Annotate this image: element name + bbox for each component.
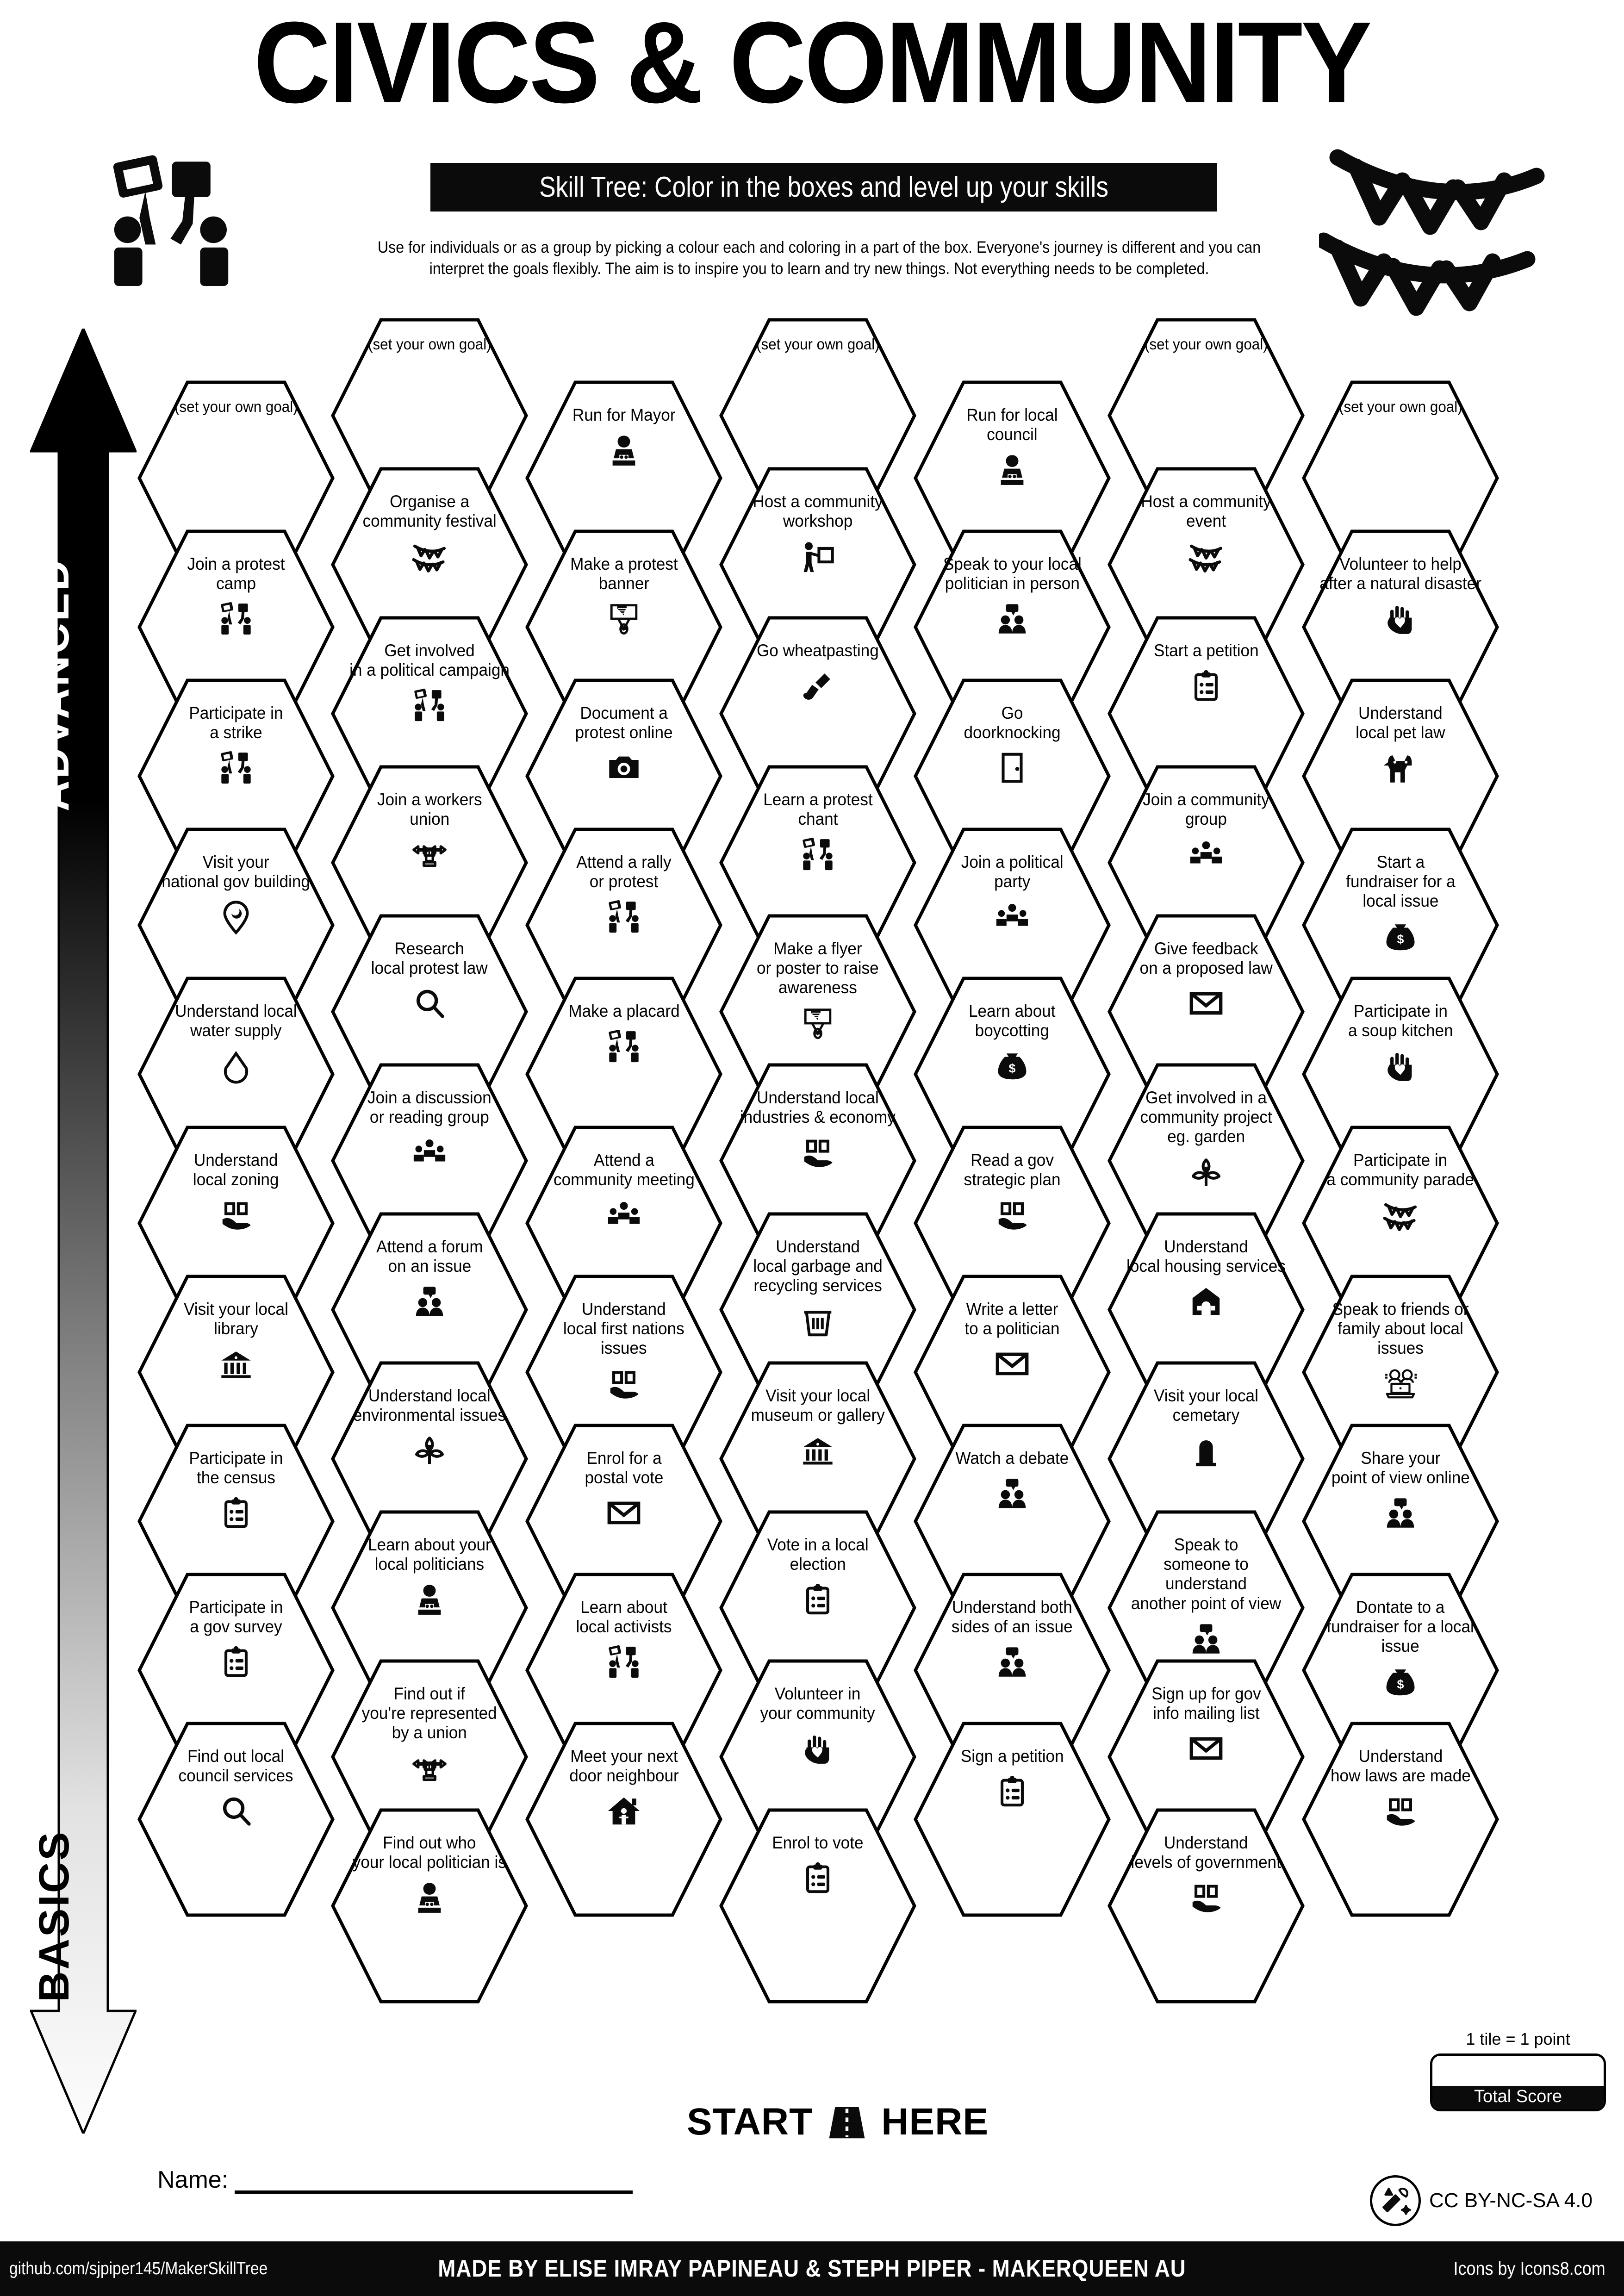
score-value-field[interactable] bbox=[1432, 2056, 1604, 2086]
name-label: Name: bbox=[157, 2166, 229, 2193]
road-icon bbox=[825, 2100, 869, 2144]
skill-tile[interactable]: Understand levels of government bbox=[1107, 1806, 1306, 2005]
skill-tile[interactable]: Enrol to vote bbox=[718, 1806, 917, 2005]
hex-outline bbox=[1302, 1722, 1499, 1917]
bunting-decor-icon bbox=[1315, 116, 1550, 329]
skill-tile[interactable]: Understand how laws are made bbox=[1301, 1720, 1500, 1919]
hex-outline bbox=[719, 1808, 916, 2004]
license-text: CC BY-NC-SA 4.0 bbox=[1429, 2189, 1593, 2212]
skill-tile[interactable]: Find out who your local politician is bbox=[330, 1806, 529, 2005]
start-label: START bbox=[686, 2101, 813, 2143]
footer-bar: github.com/sjpiper145/MakerSkillTree MAD… bbox=[0, 2241, 1624, 2296]
footer-credits: MADE BY ELISE IMRAY PAPINEAU & STEPH PIP… bbox=[438, 2255, 1186, 2282]
maker-tools-icon bbox=[1370, 2175, 1421, 2226]
score-caption: 1 tile = 1 point bbox=[1466, 2029, 1570, 2048]
hex-outline bbox=[525, 1722, 722, 1917]
skill-tile[interactable]: Sign a petition bbox=[913, 1720, 1112, 1919]
protest-people-decor-icon bbox=[93, 153, 287, 301]
skill-tile[interactable]: Meet your next door neighbour bbox=[524, 1720, 723, 1919]
score-section: 1 tile = 1 point Total Score bbox=[1430, 2029, 1606, 2111]
license-row: CC BY-NC-SA 4.0 bbox=[1370, 2175, 1593, 2226]
subtitle-text: Skill Tree: Color in the boxes and level… bbox=[539, 171, 1108, 203]
skill-tile[interactable]: Find out local council services bbox=[137, 1720, 336, 1919]
footer-icons-credit[interactable]: Icons by Icons8.com bbox=[1453, 2258, 1605, 2279]
level-gradient-arrow: ADVANCED BASICS bbox=[29, 325, 137, 2137]
intro-paragraph: Use for individuals or as a group by pic… bbox=[377, 238, 1261, 278]
hex-outline bbox=[331, 1808, 528, 2004]
subtitle-banner: Skill Tree: Color in the boxes and level… bbox=[430, 163, 1217, 212]
here-label: HERE bbox=[881, 2101, 989, 2143]
total-score-box[interactable]: Total Score bbox=[1430, 2053, 1606, 2111]
total-score-label: Total Score bbox=[1432, 2086, 1604, 2109]
footer-repo-link[interactable]: github.com/sjpiper145/MakerSkillTree bbox=[9, 2259, 268, 2278]
hex-outline bbox=[1108, 1808, 1305, 2004]
hex-outline bbox=[914, 1722, 1111, 1917]
start-here-marker: START HERE bbox=[662, 2097, 1014, 2147]
page-title: CIVICS & COMMUNITY bbox=[254, 0, 1372, 127]
hex-outline bbox=[137, 1722, 335, 1917]
name-input-rule[interactable] bbox=[235, 2189, 633, 2194]
name-field[interactable]: Name: bbox=[157, 2166, 633, 2194]
